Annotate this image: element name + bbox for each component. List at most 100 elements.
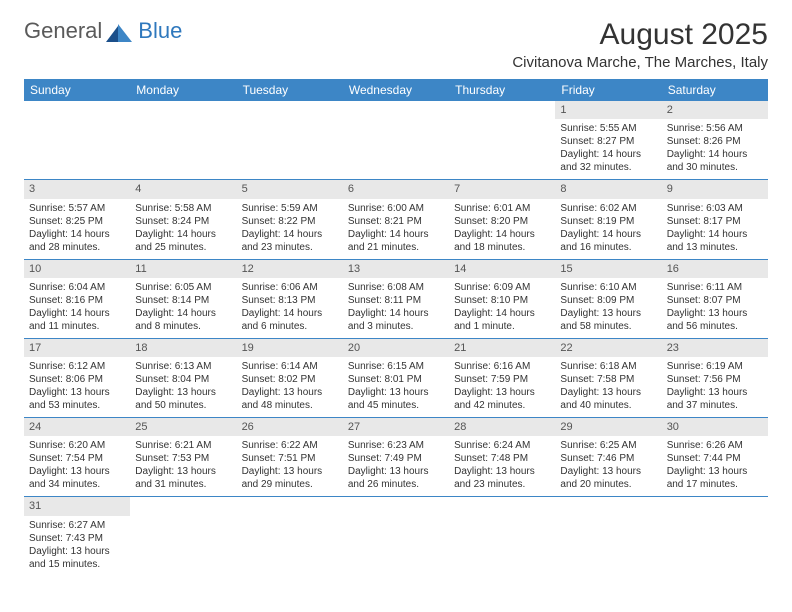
day-body: Sunrise: 6:13 AMSunset: 8:04 PMDaylight:… [130, 357, 236, 417]
calendar-day-cell: 4Sunrise: 5:58 AMSunset: 8:24 PMDaylight… [130, 180, 236, 259]
day-sr: Sunrise: 5:59 AM [242, 202, 338, 215]
calendar-empty-cell [130, 497, 236, 576]
calendar-day-cell: 27Sunrise: 6:23 AMSunset: 7:49 PMDayligh… [343, 418, 449, 497]
day-d1: Daylight: 14 hours [29, 307, 125, 320]
calendar-empty-cell [343, 101, 449, 180]
day-number: 5 [237, 180, 343, 198]
day-body: Sunrise: 6:23 AMSunset: 7:49 PMDaylight:… [343, 436, 449, 496]
day-d1: Daylight: 14 hours [454, 228, 550, 241]
day-d2: and 26 minutes. [348, 478, 444, 491]
day-d2: and 13 minutes. [667, 241, 763, 254]
day-ss: Sunset: 8:26 PM [667, 135, 763, 148]
day-body: Sunrise: 6:26 AMSunset: 7:44 PMDaylight:… [662, 436, 768, 496]
day-d2: and 58 minutes. [560, 320, 656, 333]
day-body: Sunrise: 6:11 AMSunset: 8:07 PMDaylight:… [662, 278, 768, 338]
day-number: 28 [449, 418, 555, 436]
calendar-table: SundayMondayTuesdayWednesdayThursdayFrid… [24, 79, 768, 576]
day-body: Sunrise: 6:19 AMSunset: 7:56 PMDaylight:… [662, 357, 768, 417]
day-d2: and 48 minutes. [242, 399, 338, 412]
day-ss: Sunset: 7:54 PM [29, 452, 125, 465]
day-d1: Daylight: 14 hours [242, 307, 338, 320]
day-d2: and 6 minutes. [242, 320, 338, 333]
day-ss: Sunset: 8:01 PM [348, 373, 444, 386]
day-body: Sunrise: 6:04 AMSunset: 8:16 PMDaylight:… [24, 278, 130, 338]
day-d2: and 45 minutes. [348, 399, 444, 412]
calendar-day-cell: 2Sunrise: 5:56 AMSunset: 8:26 PMDaylight… [662, 101, 768, 180]
day-ss: Sunset: 8:16 PM [29, 294, 125, 307]
day-d1: Daylight: 13 hours [560, 386, 656, 399]
logo: General Blue [24, 18, 182, 44]
day-number: 6 [343, 180, 449, 198]
day-d2: and 50 minutes. [135, 399, 231, 412]
day-ss: Sunset: 7:58 PM [560, 373, 656, 386]
day-ss: Sunset: 8:10 PM [454, 294, 550, 307]
day-d1: Daylight: 13 hours [135, 465, 231, 478]
title-block: August 2025 Civitanova Marche, The March… [512, 18, 768, 71]
calendar-week-row: 10Sunrise: 6:04 AMSunset: 8:16 PMDayligh… [24, 259, 768, 338]
day-number: 19 [237, 339, 343, 357]
calendar-day-cell: 20Sunrise: 6:15 AMSunset: 8:01 PMDayligh… [343, 338, 449, 417]
day-d2: and 42 minutes. [454, 399, 550, 412]
day-body: Sunrise: 6:22 AMSunset: 7:51 PMDaylight:… [237, 436, 343, 496]
calendar-day-cell: 12Sunrise: 6:06 AMSunset: 8:13 PMDayligh… [237, 259, 343, 338]
calendar-day-cell: 21Sunrise: 6:16 AMSunset: 7:59 PMDayligh… [449, 338, 555, 417]
calendar-day-cell: 26Sunrise: 6:22 AMSunset: 7:51 PMDayligh… [237, 418, 343, 497]
day-d1: Daylight: 13 hours [348, 386, 444, 399]
day-body: Sunrise: 6:08 AMSunset: 8:11 PMDaylight:… [343, 278, 449, 338]
day-body: Sunrise: 5:56 AMSunset: 8:26 PMDaylight:… [662, 119, 768, 179]
calendar-empty-cell [237, 101, 343, 180]
day-ss: Sunset: 8:11 PM [348, 294, 444, 307]
day-d2: and 30 minutes. [667, 161, 763, 174]
day-ss: Sunset: 7:48 PM [454, 452, 550, 465]
day-number: 15 [555, 260, 661, 278]
day-sr: Sunrise: 6:20 AM [29, 439, 125, 452]
day-body: Sunrise: 5:57 AMSunset: 8:25 PMDaylight:… [24, 199, 130, 259]
day-d2: and 20 minutes. [560, 478, 656, 491]
calendar-day-cell: 15Sunrise: 6:10 AMSunset: 8:09 PMDayligh… [555, 259, 661, 338]
calendar-empty-cell [662, 497, 768, 576]
day-ss: Sunset: 8:06 PM [29, 373, 125, 386]
day-d1: Daylight: 13 hours [29, 545, 125, 558]
day-sr: Sunrise: 6:26 AM [667, 439, 763, 452]
day-number: 29 [555, 418, 661, 436]
calendar-day-cell: 25Sunrise: 6:21 AMSunset: 7:53 PMDayligh… [130, 418, 236, 497]
day-sr: Sunrise: 6:11 AM [667, 281, 763, 294]
day-d1: Daylight: 14 hours [667, 148, 763, 161]
calendar-empty-cell [237, 497, 343, 576]
day-number: 9 [662, 180, 768, 198]
day-body: Sunrise: 6:12 AMSunset: 8:06 PMDaylight:… [24, 357, 130, 417]
calendar-day-cell: 24Sunrise: 6:20 AMSunset: 7:54 PMDayligh… [24, 418, 130, 497]
calendar-day-cell: 18Sunrise: 6:13 AMSunset: 8:04 PMDayligh… [130, 338, 236, 417]
calendar-week-row: 17Sunrise: 6:12 AMSunset: 8:06 PMDayligh… [24, 338, 768, 417]
day-sr: Sunrise: 5:56 AM [667, 122, 763, 135]
day-number: 24 [24, 418, 130, 436]
day-number: 31 [24, 497, 130, 515]
day-d1: Daylight: 14 hours [454, 307, 550, 320]
weekday-header: Monday [130, 79, 236, 101]
day-sr: Sunrise: 6:01 AM [454, 202, 550, 215]
day-number: 21 [449, 339, 555, 357]
day-number: 1 [555, 101, 661, 119]
day-d1: Daylight: 13 hours [560, 465, 656, 478]
day-body: Sunrise: 6:20 AMSunset: 7:54 PMDaylight:… [24, 436, 130, 496]
day-ss: Sunset: 8:02 PM [242, 373, 338, 386]
day-sr: Sunrise: 6:18 AM [560, 360, 656, 373]
day-ss: Sunset: 7:56 PM [667, 373, 763, 386]
day-number: 3 [24, 180, 130, 198]
day-d1: Daylight: 13 hours [667, 465, 763, 478]
day-number: 8 [555, 180, 661, 198]
day-sr: Sunrise: 6:24 AM [454, 439, 550, 452]
day-ss: Sunset: 7:46 PM [560, 452, 656, 465]
day-ss: Sunset: 8:14 PM [135, 294, 231, 307]
day-ss: Sunset: 8:07 PM [667, 294, 763, 307]
day-number: 25 [130, 418, 236, 436]
day-d1: Daylight: 13 hours [135, 386, 231, 399]
day-number: 26 [237, 418, 343, 436]
day-d1: Daylight: 14 hours [667, 228, 763, 241]
day-number: 7 [449, 180, 555, 198]
day-ss: Sunset: 8:13 PM [242, 294, 338, 307]
calendar-empty-cell [343, 497, 449, 576]
calendar-day-cell: 23Sunrise: 6:19 AMSunset: 7:56 PMDayligh… [662, 338, 768, 417]
day-d1: Daylight: 14 hours [560, 228, 656, 241]
day-sr: Sunrise: 6:02 AM [560, 202, 656, 215]
